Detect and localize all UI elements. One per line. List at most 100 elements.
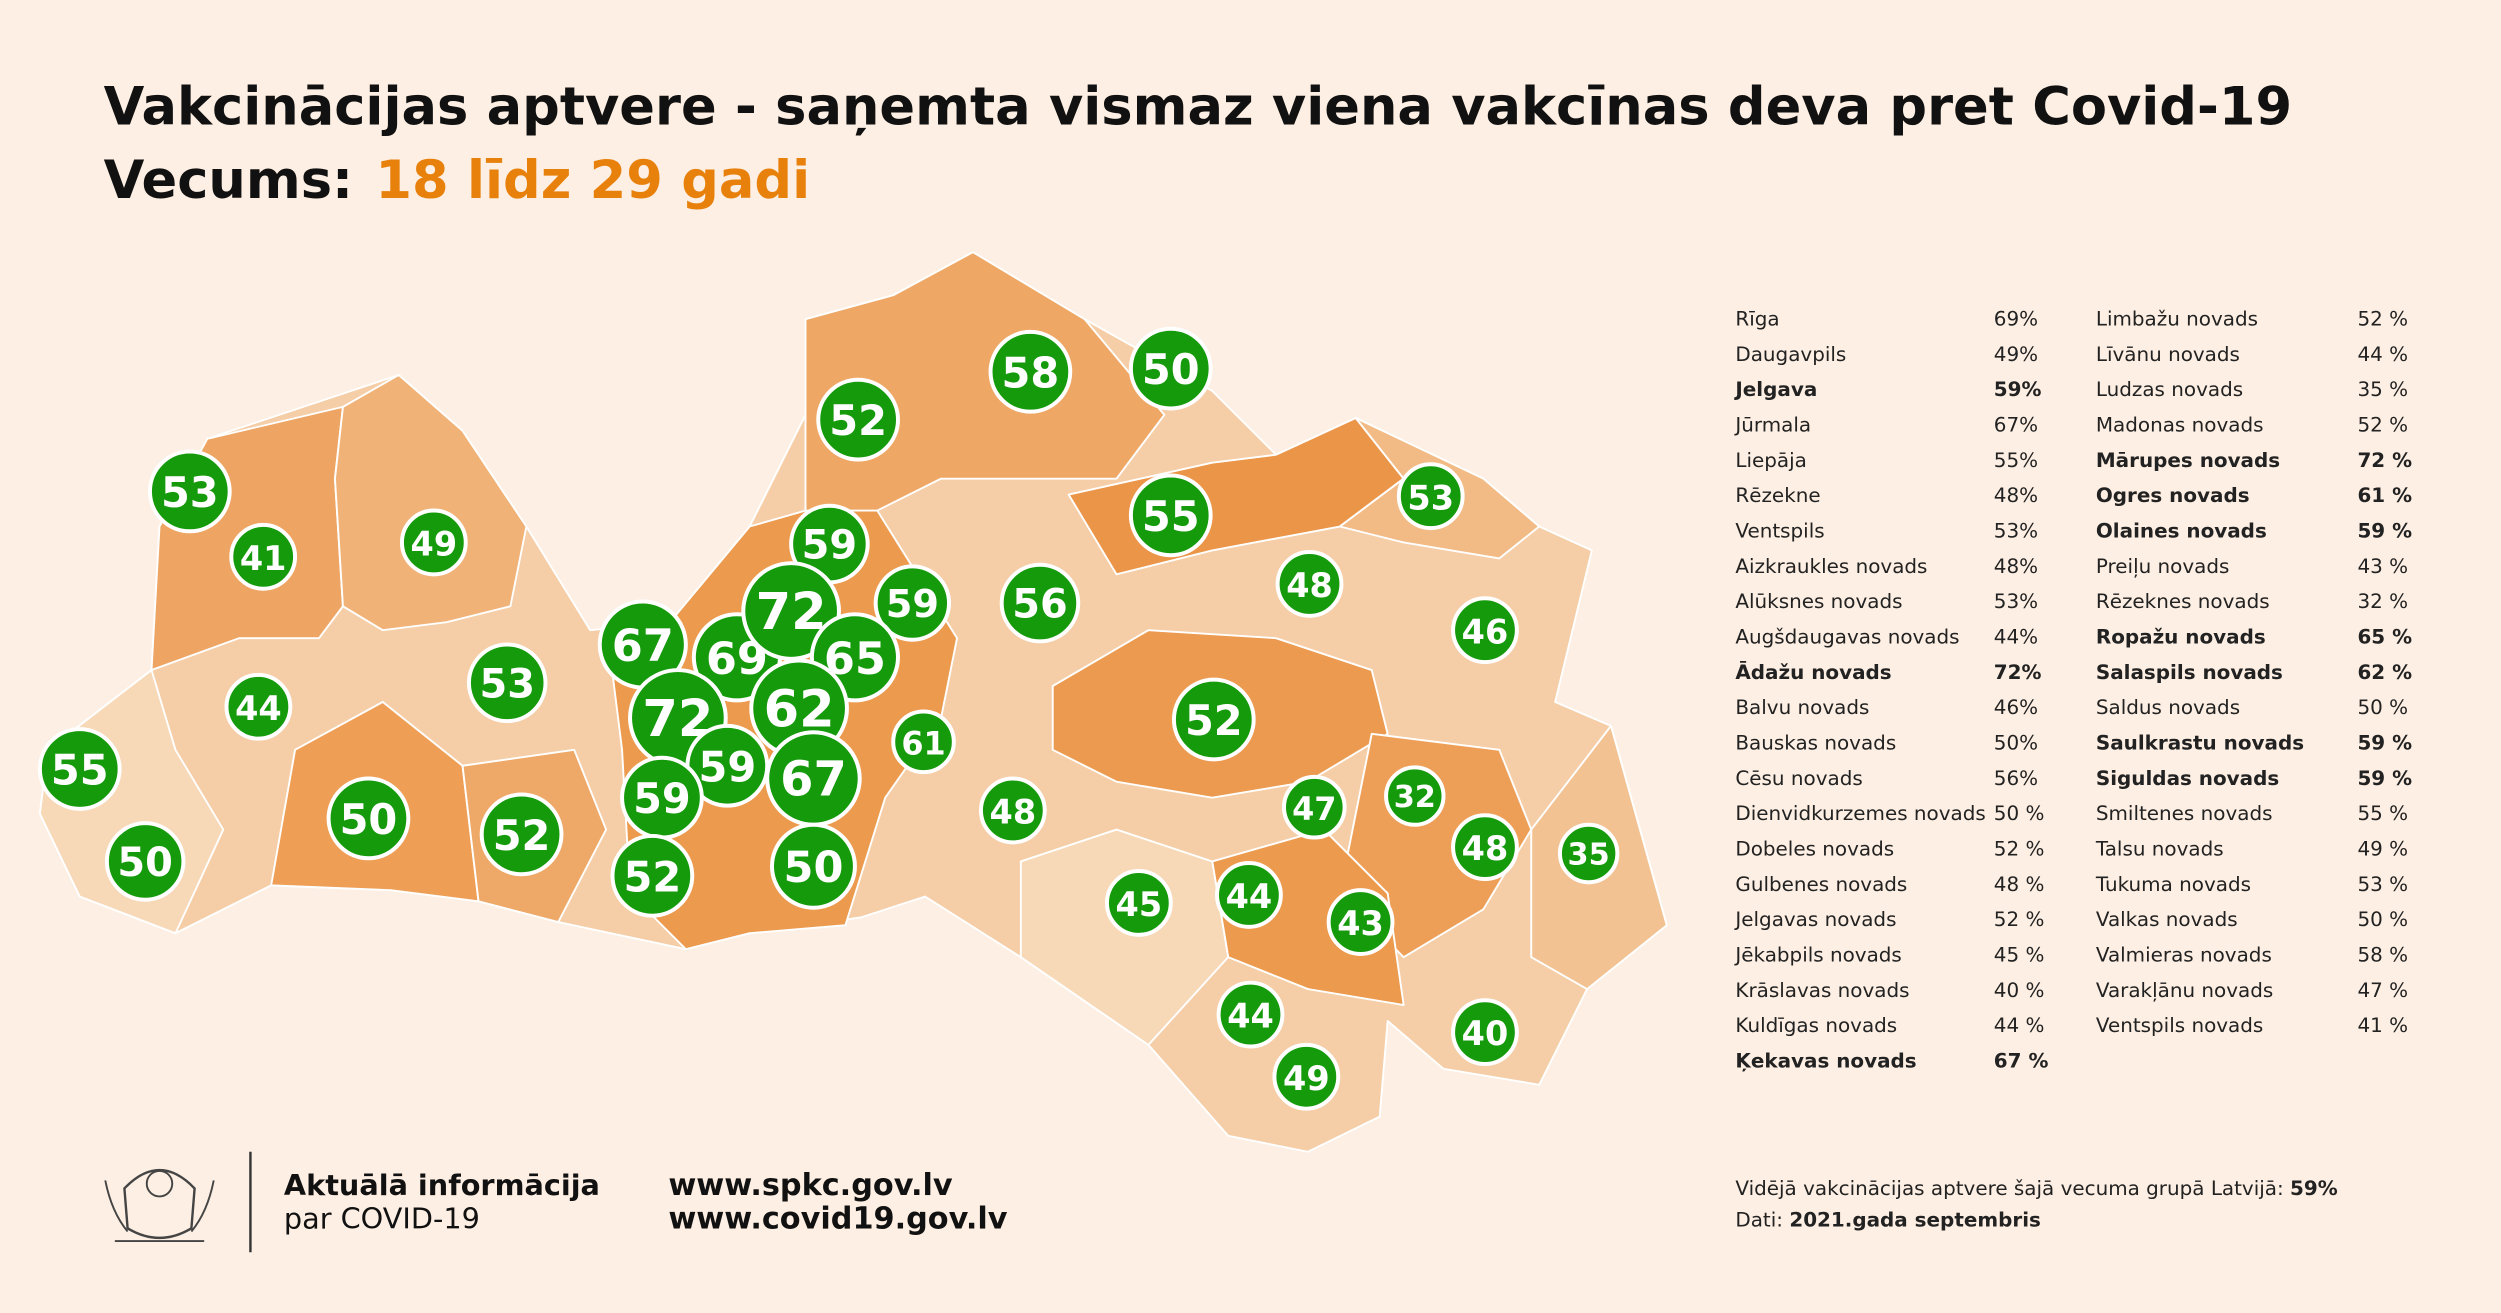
area-name: Aizkraukles novads bbox=[1735, 555, 1927, 578]
date-label: Dati: bbox=[1735, 1209, 1789, 1232]
area-value: 50% bbox=[1994, 731, 2038, 754]
area-name: Bauskas novads bbox=[1735, 731, 1896, 754]
area-value: 52 % bbox=[2357, 308, 2408, 331]
bubble-value: 58 bbox=[1002, 349, 1060, 397]
bubble: 44 bbox=[1216, 980, 1285, 1049]
bubble-value: 52 bbox=[829, 397, 887, 445]
area-value: 61 % bbox=[2357, 484, 2412, 507]
area-name: Limbažu novads bbox=[2096, 308, 2258, 331]
area-value: 72 % bbox=[2357, 449, 2412, 472]
info-text: Aktuālā informācija bbox=[284, 1168, 600, 1202]
area-name: Daugavpils bbox=[1735, 343, 1846, 366]
area-name: Liepāja bbox=[1735, 449, 1807, 472]
area-name: Rēzekne bbox=[1735, 484, 1820, 507]
area-value: 52 % bbox=[1994, 837, 2045, 860]
area-name: Cēsu novads bbox=[1735, 767, 1862, 790]
bubble: 40 bbox=[1451, 998, 1519, 1067]
url: www.spkc.gov.lv bbox=[668, 1168, 953, 1203]
average-value: 59% bbox=[2290, 1177, 2338, 1200]
bubble-circle bbox=[999, 562, 1081, 644]
bubble-circle bbox=[1104, 869, 1173, 937]
area-name: Saulkrastu novads bbox=[2096, 731, 2304, 754]
bubble-circle bbox=[610, 833, 695, 918]
area-name: Balvu novads bbox=[1735, 696, 1869, 719]
area-value: 55 % bbox=[2357, 802, 2408, 825]
bubble-value: 49 bbox=[411, 525, 458, 564]
average-label: Vidējā vakcinācijas aptvere šajā vecuma … bbox=[1735, 1177, 2290, 1200]
area-name: Krāslavas novads bbox=[1735, 979, 1909, 1002]
bubble-circle bbox=[1396, 462, 1465, 531]
area-name: Dobeles novads bbox=[1735, 837, 1894, 860]
area-name: Jēkabpils novads bbox=[1733, 943, 1901, 966]
area-value: 67% bbox=[1994, 414, 2038, 437]
area-name: Saldus novads bbox=[2096, 696, 2240, 719]
bubble-circle bbox=[978, 776, 1047, 845]
area-value: 50 % bbox=[2357, 696, 2408, 719]
bubble: 49 bbox=[1272, 1042, 1341, 1111]
area-value: 59 % bbox=[2357, 767, 2412, 790]
area-name: Ādažu novads bbox=[1735, 661, 1891, 684]
area-value: 41 % bbox=[2357, 1014, 2408, 1037]
bubble-value: 46 bbox=[1462, 612, 1509, 651]
area-name: Valkas novads bbox=[2096, 908, 2238, 931]
bubble-circle bbox=[326, 776, 411, 861]
bubble-value: 48 bbox=[1286, 566, 1333, 605]
bubble: 47 bbox=[1282, 774, 1347, 840]
area-name: Ludzas novads bbox=[2096, 378, 2243, 401]
area-name: Augšdaugavas novads bbox=[1735, 626, 1959, 649]
bubble: 52 bbox=[479, 792, 564, 877]
bubble-circle bbox=[988, 329, 1073, 414]
bubble: 45 bbox=[1104, 869, 1173, 937]
bubble-value: 53 bbox=[161, 469, 219, 517]
bubble: 67 bbox=[597, 599, 688, 690]
area-value: 44 % bbox=[2357, 343, 2408, 366]
bubble-circle bbox=[1216, 980, 1285, 1049]
area-value: 53% bbox=[1994, 590, 2038, 613]
bubble-value: 48 bbox=[1462, 829, 1509, 868]
region bbox=[333, 374, 528, 632]
bubble: 53 bbox=[147, 449, 232, 534]
bubble-circle bbox=[479, 792, 564, 877]
bubble-circle bbox=[1282, 774, 1347, 840]
bubble-value: 44 bbox=[1227, 997, 1274, 1036]
area-name: Jelgavas novads bbox=[1733, 908, 1896, 931]
area-value: 72% bbox=[1994, 661, 2042, 684]
bubble: 50 bbox=[104, 821, 186, 902]
area-value: 53% bbox=[1994, 520, 2038, 543]
bubble-value: 44 bbox=[235, 689, 282, 728]
bubble-circle bbox=[399, 508, 468, 577]
date-note: Dati: 2021.gada septembris bbox=[1735, 1209, 2041, 1232]
area-name: Gulbenes novads bbox=[1735, 873, 1907, 896]
area-value: 69% bbox=[1994, 308, 2038, 331]
area-name: Mārupes novads bbox=[2096, 449, 2280, 472]
bubble-value: 59 bbox=[698, 743, 756, 791]
bubble-value: 45 bbox=[1116, 885, 1163, 924]
bubble-circle bbox=[37, 727, 122, 811]
area-name: Rīga bbox=[1735, 308, 1779, 331]
bubble-value: 52 bbox=[1185, 697, 1243, 745]
age-value: 18 līdz 29 gadi bbox=[375, 150, 810, 211]
bubble-circle bbox=[1272, 1042, 1341, 1111]
area-value: 47 % bbox=[2357, 979, 2408, 1002]
area-value: 49 % bbox=[2357, 837, 2408, 860]
bubble-value: 53 bbox=[1407, 478, 1454, 517]
bubble: 52 bbox=[1171, 677, 1256, 762]
area-name: Ogres novads bbox=[2096, 484, 2250, 507]
area-name: Kuldīgas novads bbox=[1735, 1014, 1897, 1037]
area-name: Varakļānu novads bbox=[2096, 979, 2273, 1002]
area-value: 59% bbox=[1994, 378, 2042, 401]
bubble-circle bbox=[229, 522, 298, 591]
area-name: Jelgava bbox=[1733, 378, 1817, 401]
area-value: 32 % bbox=[2357, 590, 2408, 613]
bubble: 53 bbox=[466, 642, 548, 724]
coat-of-arms bbox=[104, 1168, 215, 1243]
bubble-circle bbox=[741, 561, 841, 661]
bubble-value: 61 bbox=[901, 724, 945, 762]
bubble-value: 55 bbox=[1142, 493, 1200, 541]
area-name: Valmieras novads bbox=[2096, 943, 2272, 966]
bubble: 48 bbox=[1275, 550, 1344, 618]
area-name: Rēzeknes novads bbox=[2096, 590, 2270, 613]
bubble-value: 53 bbox=[479, 661, 534, 707]
bubble: 35 bbox=[1557, 822, 1620, 885]
bubble: 67 bbox=[765, 730, 862, 827]
